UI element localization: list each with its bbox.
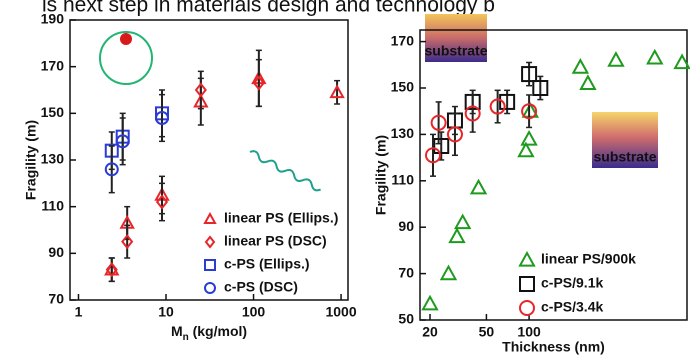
y-tick-label: 190 xyxy=(41,11,65,27)
y-axis-label: Fragility (m) xyxy=(373,135,389,215)
inset-dot xyxy=(120,33,132,45)
marker xyxy=(439,264,458,281)
y-tick-label: 110 xyxy=(41,197,64,213)
marker xyxy=(433,138,450,154)
legend-label: linear PS/900k xyxy=(541,251,636,267)
marker xyxy=(571,58,590,74)
marker xyxy=(194,82,207,98)
x-tick-label: 1000 xyxy=(325,304,356,320)
marker xyxy=(155,194,169,210)
y-tick-label: 130 xyxy=(391,125,415,141)
legend-marker xyxy=(518,250,536,267)
legend-label: c-PS (Ellips.) xyxy=(224,256,310,272)
legend-label: linear PS (DSC) xyxy=(224,233,327,249)
marker xyxy=(464,105,481,122)
legend-label: c-PS/3.4k xyxy=(541,299,603,315)
marker xyxy=(520,129,538,146)
legend-marker xyxy=(204,235,216,249)
x-axis-label-part: n xyxy=(183,332,189,343)
marker xyxy=(517,141,535,158)
marker xyxy=(121,234,134,250)
marker xyxy=(469,178,488,195)
x-axis-label: Thickness (nm) xyxy=(502,339,605,355)
marker xyxy=(115,134,130,149)
legend-label: linear PS (Ellips.) xyxy=(224,210,338,226)
marker xyxy=(607,51,625,67)
marker xyxy=(252,75,265,91)
x-tick-label: 50 xyxy=(479,324,495,340)
y-tick-label: 130 xyxy=(41,151,65,167)
y-tick-label: 90 xyxy=(48,244,64,260)
y-tick-label: 170 xyxy=(41,57,65,73)
x-axis-label-part: (kg/mol) xyxy=(189,323,247,339)
marker xyxy=(673,53,690,70)
x-tick-label: 100 xyxy=(517,324,541,340)
x-tick-label: 10 xyxy=(158,304,174,320)
y-axis-label: Fragility (m) xyxy=(23,120,39,200)
legend-marker xyxy=(519,276,535,292)
marker xyxy=(448,227,466,244)
legend-marker xyxy=(203,211,217,224)
legend-label: c-PS (DSC) xyxy=(224,279,298,295)
marker xyxy=(499,93,516,110)
inset-image xyxy=(592,112,658,168)
annotation: substrate xyxy=(593,149,656,165)
marker xyxy=(425,147,442,164)
y-tick-label: 90 xyxy=(398,218,414,234)
marker xyxy=(646,48,664,65)
marker xyxy=(329,84,345,99)
marker xyxy=(104,162,119,177)
x-tick-label: 20 xyxy=(422,324,438,340)
inset-image xyxy=(425,14,487,62)
marker xyxy=(453,213,472,230)
x-axis-label: Mn (kg/mol) xyxy=(171,323,247,343)
x-axis-label-part: M xyxy=(171,323,183,339)
y-tick-label: 110 xyxy=(391,172,414,188)
y-tick-label: 70 xyxy=(48,291,64,307)
header-text: is next step in materials design and tec… xyxy=(42,0,495,17)
marker xyxy=(521,103,538,120)
marker xyxy=(105,262,118,278)
legend-label: c-PS/9.1k xyxy=(541,275,603,291)
inset-ring xyxy=(99,31,153,85)
y-tick-label: 170 xyxy=(391,32,415,48)
marker xyxy=(421,294,439,311)
y-tick-label: 150 xyxy=(391,79,415,95)
legend-marker xyxy=(519,300,535,316)
marker xyxy=(489,98,506,115)
y-tick-label: 150 xyxy=(41,104,65,120)
x-tick-label: 100 xyxy=(242,304,266,320)
y-tick-label: 70 xyxy=(398,264,414,280)
marker xyxy=(532,80,549,96)
plot-frame xyxy=(419,29,688,321)
marker xyxy=(155,111,170,125)
marker xyxy=(430,114,447,131)
y-tick-label: 50 xyxy=(398,311,414,327)
marker xyxy=(521,66,538,83)
marker xyxy=(521,102,540,118)
marker xyxy=(446,126,463,143)
x-tick-label: 1 xyxy=(75,304,83,320)
legend-marker xyxy=(204,259,216,271)
annotation: substrate xyxy=(424,43,487,59)
legend-marker xyxy=(204,282,216,294)
inset-chain xyxy=(249,150,322,192)
marker xyxy=(579,74,597,90)
